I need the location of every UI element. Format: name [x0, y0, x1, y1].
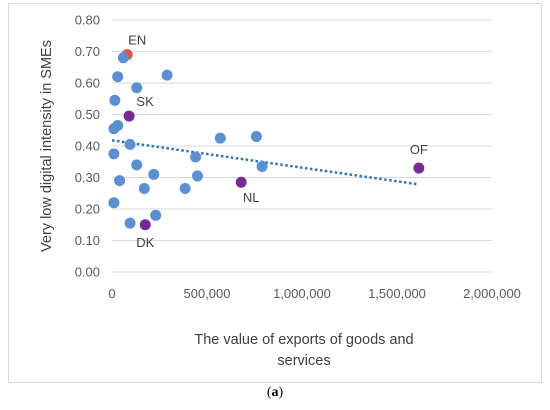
data-point	[108, 197, 120, 209]
point-label-dk: DK	[136, 235, 154, 250]
y-tick-label: 0.30	[75, 170, 100, 185]
data-point	[250, 131, 262, 143]
data-point	[179, 183, 191, 195]
data-point-nl	[235, 176, 247, 188]
data-point	[112, 71, 124, 83]
point-label-en: EN	[128, 33, 146, 48]
data-point	[148, 168, 160, 180]
x-axis-title-line: The value of exports of goods and	[194, 332, 413, 348]
gridlines	[112, 19, 492, 273]
data-points: EN SK OF NL DK	[108, 33, 428, 250]
caption-open: (	[266, 385, 272, 400]
data-point	[108, 123, 120, 135]
data-point	[138, 183, 150, 195]
data-point	[131, 82, 143, 94]
data-point	[192, 170, 203, 182]
data-point	[214, 132, 226, 144]
point-label-of: OF	[410, 142, 428, 157]
chart-frame	[8, 3, 542, 383]
data-point	[161, 69, 173, 81]
data-point	[117, 52, 129, 64]
data-point	[109, 94, 121, 106]
x-tick-label: 2,000,000	[463, 286, 521, 301]
y-tick-label: 0.20	[75, 202, 100, 217]
x-tick-label: 1,500,000	[368, 286, 426, 301]
point-label-sk: SK	[136, 94, 154, 109]
data-point	[256, 160, 268, 172]
axis-titles: Very low digital intensity in SMEs The va…	[39, 40, 414, 369]
caption-letter: a	[271, 385, 279, 400]
data-point	[108, 148, 120, 160]
data-point	[190, 151, 202, 163]
data-point-dk	[139, 219, 151, 231]
caption-close: )	[278, 385, 284, 400]
figure-caption: (a)	[0, 385, 550, 401]
x-axis-title-line: services	[277, 353, 330, 369]
x-tick-label: 1,000,000	[273, 286, 331, 301]
y-tick-label: 0.00	[75, 265, 100, 280]
y-tick-label: 0.80	[75, 13, 100, 28]
x-tick-label: 0	[108, 286, 115, 301]
data-point	[124, 138, 136, 150]
y-tick-label: 0.50	[75, 107, 100, 122]
data-point	[131, 159, 143, 171]
data-point	[150, 209, 162, 221]
data-point-of	[413, 162, 425, 174]
data-point	[124, 217, 136, 229]
x-tick-label: 500,000	[184, 286, 231, 301]
data-point-sk	[123, 110, 135, 122]
y-tick-label: 0.40	[75, 139, 100, 154]
tick-labels: 0.00 0.10 0.20 0.30 0.40 0.50 0.60 0.70 0.80 0 500…	[75, 13, 521, 302]
data-point	[114, 175, 126, 187]
y-axis-title: Very low digital intensity in SMEs	[39, 40, 55, 252]
y-tick-label: 0.10	[75, 233, 100, 248]
y-tick-label: 0.70	[75, 44, 100, 59]
y-tick-label: 0.60	[75, 76, 100, 91]
point-label-nl: NL	[243, 190, 260, 205]
